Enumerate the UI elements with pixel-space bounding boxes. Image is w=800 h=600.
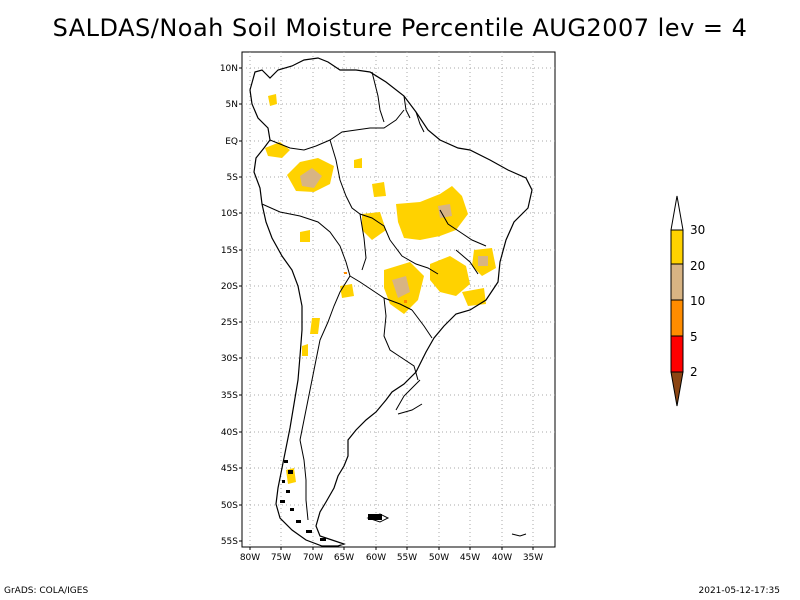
- shading-5-10: [344, 272, 407, 303]
- legend-bin-10-20: [670, 263, 684, 301]
- legend-arrow-bottom: [670, 371, 684, 407]
- lat-label: 55S: [221, 537, 238, 547]
- lat-label: 15S: [221, 246, 238, 256]
- shade-region: [300, 168, 322, 188]
- lat-label: 10S: [221, 209, 238, 219]
- lon-ticks: [249, 547, 534, 550]
- shade-region: [310, 318, 320, 334]
- lat-label: 30S: [221, 354, 238, 364]
- shade-region: [392, 276, 410, 298]
- lon-label: 50W: [429, 553, 449, 563]
- shade-region: [300, 230, 310, 242]
- legend-label: 20: [690, 259, 705, 273]
- lon-label: 80W: [240, 553, 260, 563]
- lat-label: 40S: [221, 428, 238, 438]
- shade-region: [344, 272, 347, 274]
- falkland-islands: [366, 513, 527, 537]
- shade-region: [265, 142, 290, 158]
- footer-credit: GrADS: COLA/IGES: [4, 586, 89, 596]
- legend-label: 30: [690, 223, 705, 237]
- shade-region: [404, 300, 407, 303]
- lat-label: 50S: [221, 501, 238, 511]
- shading-10-20: [300, 168, 488, 298]
- shading-20-30: [265, 94, 496, 484]
- lon-label: 70W: [303, 553, 323, 563]
- lat-label: 35S: [221, 391, 238, 401]
- chile-islands: [280, 460, 382, 541]
- shade-region: [478, 256, 488, 266]
- legend-bin-20-30: [670, 229, 684, 265]
- map-frame: [241, 51, 556, 548]
- shade-region: [340, 284, 354, 298]
- lon-label: 75W: [271, 553, 291, 563]
- lat-label: 25S: [221, 318, 238, 328]
- shade-region: [430, 256, 470, 296]
- lon-label: 60W: [366, 553, 386, 563]
- lon-label: 35W: [523, 553, 543, 563]
- longitude-labels: 80W 75W 70W 65W 60W 55W 50W 45W 40W 35W: [240, 553, 543, 563]
- shade-region: [354, 158, 362, 168]
- lat-label: 45S: [221, 464, 238, 474]
- lat-ticks: [239, 67, 242, 542]
- south-america-coastline: [249, 57, 533, 547]
- shade-region: [462, 288, 486, 306]
- shade-region: [302, 344, 308, 356]
- shade-region: [362, 212, 386, 240]
- country-borders: [261, 71, 487, 521]
- lon-label: 45W: [460, 553, 480, 563]
- legend-bin-5-10: [670, 299, 684, 337]
- legend-label: 10: [690, 294, 705, 308]
- shade-region: [268, 94, 277, 106]
- footer-timestamp: 2021-05-12-17:35: [698, 586, 781, 596]
- color-legend: 30 20 10 5 2: [670, 195, 705, 407]
- shade-region: [372, 182, 386, 197]
- lat-label: 5N: [226, 100, 238, 110]
- lon-label: 55W: [397, 553, 417, 563]
- legend-arrow-top: [670, 195, 684, 231]
- legend-label: 2: [690, 365, 698, 379]
- lat-label: 5S: [227, 173, 239, 183]
- lon-label: 40W: [492, 553, 512, 563]
- latitude-labels: 10N 5N EQ 5S 10S 15S 20S 25S 30S 35S 40S…: [220, 64, 238, 547]
- lon-label: 65W: [334, 553, 354, 563]
- shade-region: [438, 204, 452, 218]
- map-title: SALDAS/Noah Soil Moisture Percentile AUG…: [52, 14, 748, 42]
- legend-bin-2-5: [670, 335, 684, 373]
- lat-label: 20S: [221, 282, 238, 292]
- shade-region: [396, 186, 468, 240]
- lat-label: 10N: [220, 64, 238, 74]
- legend-label: 5: [690, 330, 698, 344]
- lat-label: EQ: [225, 137, 238, 147]
